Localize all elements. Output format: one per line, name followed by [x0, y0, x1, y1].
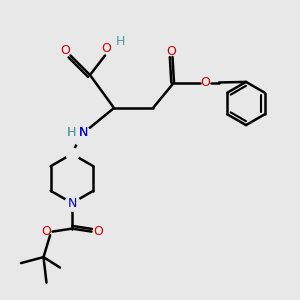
- Text: N: N: [79, 126, 88, 139]
- Text: O: O: [102, 42, 111, 56]
- Text: O: O: [41, 225, 51, 238]
- Text: H: H: [67, 126, 76, 139]
- Text: N: N: [67, 196, 77, 210]
- Text: O: O: [60, 44, 70, 57]
- Text: N: N: [79, 126, 88, 139]
- Text: O: O: [200, 76, 210, 89]
- Text: H: H: [67, 126, 76, 139]
- Text: O: O: [166, 44, 176, 58]
- Text: H: H: [116, 34, 125, 48]
- Text: O: O: [93, 225, 103, 238]
